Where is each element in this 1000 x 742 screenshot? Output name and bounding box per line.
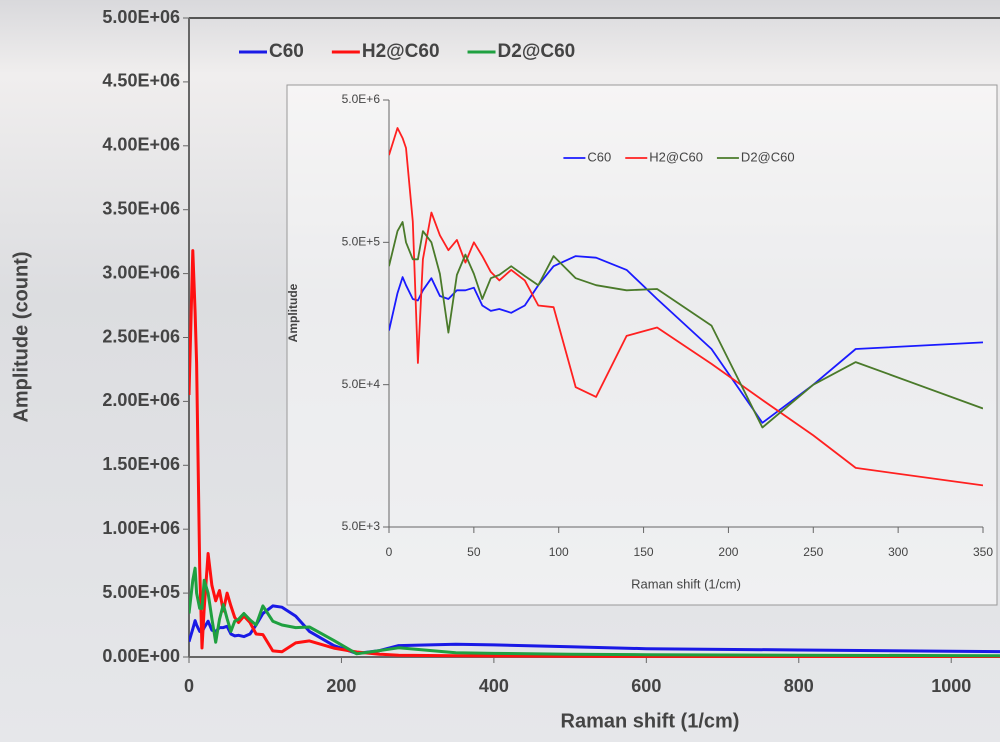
x-tick-label: 200 <box>326 676 356 696</box>
y-tick-label: 2.50E+06 <box>102 326 180 346</box>
legend-label: D2@C60 <box>498 41 576 62</box>
legend-label: C60 <box>269 41 304 62</box>
legend: C60 H2@C60 D2@C60 <box>563 149 795 164</box>
series-line <box>389 127 983 487</box>
y-tick-label: 0.00E+00 <box>102 646 180 666</box>
inset-x-axis-title: Raman shift (1/cm) <box>631 576 741 591</box>
x-tick-label: 800 <box>784 676 814 696</box>
y-tick-label: 5.00E+05 <box>102 582 180 602</box>
x-tick-label: 0 <box>184 676 194 696</box>
x-tick-label: 50 <box>467 545 481 559</box>
y-tick-label: 5.0E+3 <box>342 519 381 533</box>
x-tick-label: 300 <box>888 545 908 559</box>
y-tick-label: 5.0E+5 <box>342 235 381 249</box>
x-tick-label: 100 <box>549 545 569 559</box>
legend-label: H2@C60 <box>649 149 703 164</box>
y-tick-label: 1.50E+06 <box>102 454 180 474</box>
y-tick-label: 3.50E+06 <box>102 198 180 218</box>
legend-label: C60 <box>587 149 611 164</box>
inset-frame <box>286 84 998 606</box>
y-tick-label: 2.00E+06 <box>102 390 180 410</box>
y-axis-title: Amplitude (count) <box>10 251 32 422</box>
series-line <box>189 566 1000 658</box>
y-tick-label: 5.00E+06 <box>102 7 180 27</box>
x-axis-title: Raman shift (1/cm) <box>561 710 740 732</box>
inset-y-axis-title: Amplitude <box>286 283 300 342</box>
x-tick-label: 600 <box>631 676 661 696</box>
x-tick-label: 250 <box>803 545 823 559</box>
x-tick-label: 200 <box>718 545 738 559</box>
legend: C60 H2@C60 D2@C60 <box>239 41 575 62</box>
y-tick-label: 4.00E+06 <box>102 135 180 155</box>
x-tick-label: 1000 <box>931 676 971 696</box>
legend-label: H2@C60 <box>362 41 440 62</box>
x-tick-label: 350 <box>973 545 993 559</box>
y-tick-label: 4.50E+06 <box>102 71 180 91</box>
series-line <box>189 249 1000 658</box>
y-tick-label: 5.0E+6 <box>342 92 381 106</box>
y-tick-label: 1.00E+06 <box>102 518 180 538</box>
legend-label: D2@C60 <box>741 149 795 164</box>
series-line <box>389 221 983 429</box>
y-tick-label: 5.0E+4 <box>342 377 381 391</box>
y-tick-label: 3.00E+06 <box>102 262 180 282</box>
x-tick-label: 0 <box>386 545 393 559</box>
x-tick-label: 400 <box>479 676 509 696</box>
x-tick-label: 150 <box>634 545 654 559</box>
